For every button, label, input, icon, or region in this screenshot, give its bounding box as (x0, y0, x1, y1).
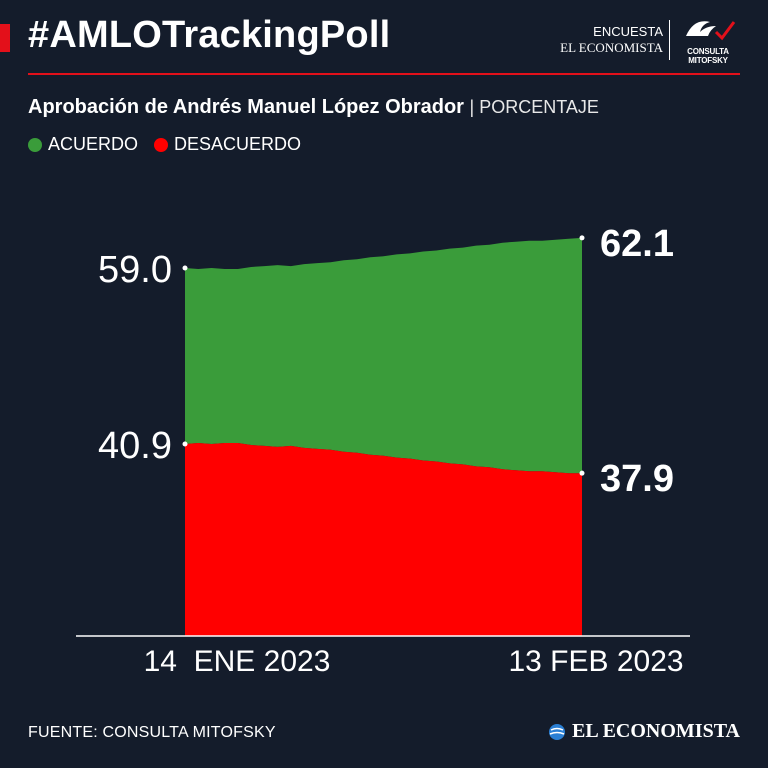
mitofsky-emblem-icon (686, 21, 736, 41)
marker-desacuerdo-end (579, 470, 585, 476)
accent-bar (0, 24, 10, 52)
source-note: FUENTE: CONSULTA MITOFSKY (28, 724, 276, 741)
legend-dot-acuerdo (28, 137, 42, 152)
chart-title: Aprobación de Andrés Manuel López Obrado… (28, 96, 464, 118)
marker-acuerdo-start (182, 265, 188, 271)
footer-logo-text: EL ECONOMISTA (572, 720, 740, 742)
area-desacuerdo (185, 443, 582, 636)
chart-unit-separator: | (469, 97, 480, 117)
label-acuerdo-end: 62.1 (600, 223, 674, 265)
label-acuerdo-start: 59.0 (98, 249, 172, 291)
page-title: #AMLOTrackingPoll (28, 14, 391, 56)
header-rule (28, 73, 740, 75)
marker-desacuerdo-start (182, 441, 188, 447)
legend-item-acuerdo: ACUERDO (28, 134, 138, 155)
legend-label-acuerdo: ACUERDO (48, 134, 139, 154)
marker-acuerdo-end (579, 235, 585, 241)
x-label-start: 14 ENE 2023 (144, 645, 331, 678)
brand-text: ENCUESTA EL ECONOMISTA (560, 24, 663, 56)
legend-label-desacuerdo: DESACUERDO (174, 134, 302, 154)
brand-line-1: ENCUESTA (593, 23, 663, 39)
legend: ACUERDO DESACUERDO (28, 134, 301, 155)
brand-divider (669, 19, 670, 60)
chart-subtitle: Aprobación de Andrés Manuel López Obrado… (28, 96, 599, 119)
legend-item-desacuerdo: DESACUERDO (154, 134, 301, 155)
area-acuerdo (185, 237, 582, 474)
mitofsky-logo: CONSULTA MITOFSKY (676, 14, 740, 65)
legend-dot-desacuerdo (154, 137, 169, 152)
globe-icon (549, 723, 565, 740)
label-desacuerdo-start: 40.9 (98, 425, 172, 467)
mitofsky-label: CONSULTA MITOFSKY (687, 47, 729, 65)
brand-block: ENCUESTA EL ECONOMISTA CONSULTA MITOFSKY (560, 14, 740, 65)
brand-line-2: EL ECONOMISTA (560, 39, 663, 55)
footer-logo: EL ECONOMISTA (548, 720, 740, 743)
label-desacuerdo-end: 37.9 (600, 458, 674, 500)
chart-unit: PORCENTAJE (479, 97, 599, 117)
x-label-end: 13 FEB 2023 (508, 645, 683, 678)
